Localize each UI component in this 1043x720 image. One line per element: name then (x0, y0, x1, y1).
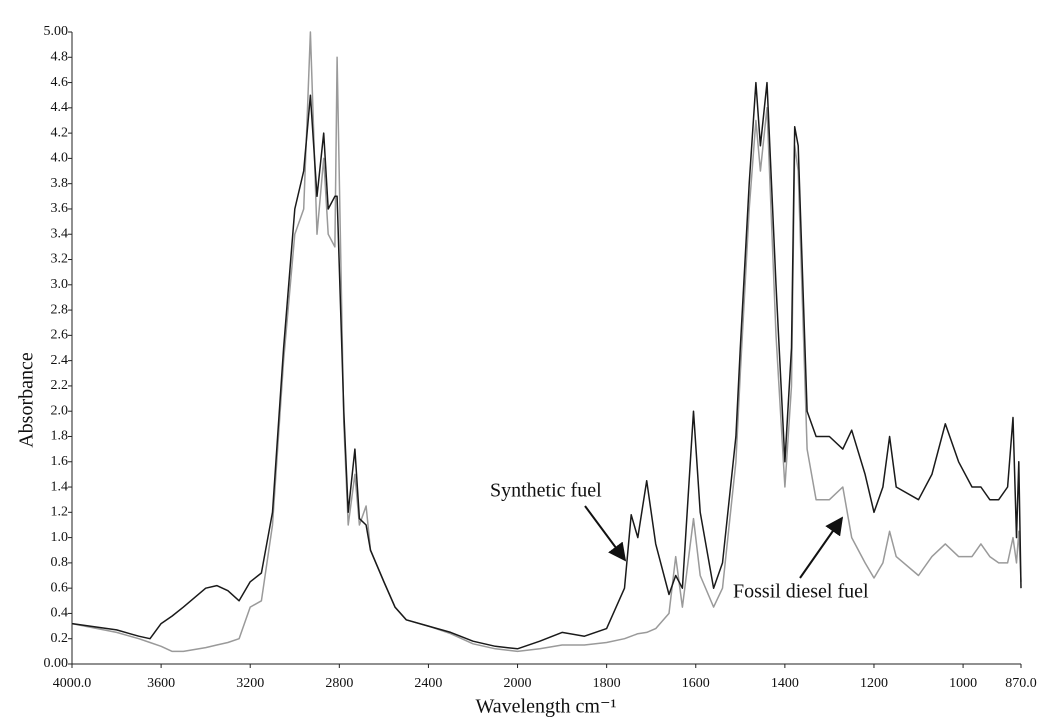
x-tick-label: 3200 (236, 676, 264, 691)
spectrum-line (71, 81, 1022, 650)
y-tick-label: 2.2 (51, 378, 69, 393)
y-tick-label: 2.8 (51, 302, 69, 317)
x-axis-title: Wavelength cm⁻¹ (475, 696, 616, 718)
y-tick-label: 0.4 (51, 606, 69, 621)
y-tick-label: 3.8 (51, 176, 69, 191)
y-tick-label: 1.6 (51, 454, 69, 469)
y-tick-label: 1.4 (51, 479, 69, 494)
x-tick-label: 1200 (860, 676, 888, 691)
x-tick-label: 1000 (949, 676, 977, 691)
y-tick-label: 3.0 (51, 277, 69, 292)
x-tick-label: 870.0 (1005, 676, 1037, 691)
y-tick-label: 5.00 (44, 24, 69, 39)
y-tick-label: 4.4 (51, 100, 69, 115)
annotation: Fossil diesel fuel (733, 581, 869, 603)
y-tick-label: 3.2 (51, 252, 69, 267)
y-tick-label: 2.0 (51, 403, 69, 418)
y-tick-label: 3.4 (51, 226, 69, 241)
x-tick-label: 1400 (771, 676, 799, 691)
y-tick-label: 4.0 (51, 151, 69, 166)
y-tick-label: 1.0 (51, 530, 69, 545)
y-tick-label: 0.00 (44, 656, 69, 671)
y-tick-label: 4.2 (51, 125, 69, 140)
y-tick-label: 4.8 (51, 49, 69, 64)
x-tick-label: 1800 (593, 676, 621, 691)
annotation-arrow (584, 505, 627, 562)
y-tick-label: 3.6 (51, 201, 69, 216)
plot-area (71, 31, 1022, 653)
x-tick-label: 3600 (147, 676, 175, 691)
y-tick-label: 4.6 (51, 75, 69, 90)
y-tick-label: 0.2 (51, 631, 69, 646)
x-tick-label: 2800 (325, 676, 353, 691)
y-tick-label: 2.4 (51, 353, 69, 368)
x-tick-label: 2000 (504, 676, 532, 691)
spectrum-line (71, 31, 1022, 653)
x-tick-label: 2400 (414, 676, 442, 691)
y-tick-label: 0.8 (51, 555, 69, 570)
y-tick-label: 0.6 (51, 580, 69, 595)
x-tick-label: 4000.0 (53, 676, 92, 691)
annotation: Synthetic fuel (490, 480, 602, 502)
y-tick-label: 2.6 (51, 328, 69, 343)
x-tick-label: 1600 (682, 676, 710, 691)
annotation-arrow (799, 516, 844, 579)
y-tick-label: 1.2 (51, 505, 69, 520)
y-axis-title: Absorbance (16, 352, 38, 448)
y-tick-label: 1.8 (51, 429, 69, 444)
